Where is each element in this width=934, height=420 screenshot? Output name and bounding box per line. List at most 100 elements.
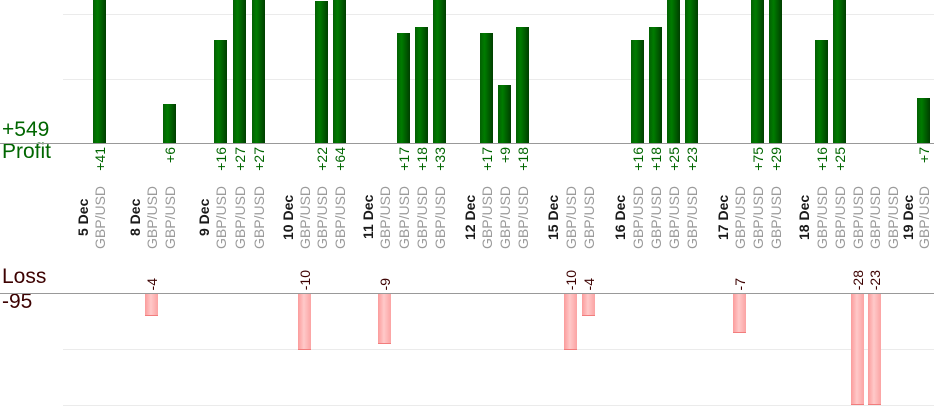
date-label: 9 Dec [196, 198, 212, 236]
pair-label: GBP/USD [251, 185, 267, 249]
profit-value-label: +25 [832, 147, 848, 171]
profit-bar [415, 27, 428, 143]
profit-value-label: +25 [666, 147, 682, 171]
pair-label: GBP/USD [832, 185, 848, 249]
profit-bar [917, 98, 930, 143]
pair-label: GBP/USD [162, 185, 178, 249]
profit-bar [333, 0, 346, 143]
profit-bar [769, 0, 782, 143]
profit-bar [433, 0, 446, 143]
loss-gridline [63, 349, 934, 350]
loss-value-label: -23 [867, 269, 883, 290]
pair-label: GBP/USD [396, 185, 412, 249]
profit-gridline [63, 14, 934, 15]
pair-label: GBP/USD [144, 185, 160, 249]
pair-label: GBP/USD [414, 185, 430, 249]
profit-total: +549 [2, 118, 50, 141]
pair-label: GBP/USD [768, 185, 784, 249]
profit-axis-label: Profit [2, 140, 52, 163]
pair-label: GBP/USD [479, 185, 495, 249]
loss-bar [298, 294, 311, 350]
profit-value-label: +16 [213, 147, 229, 171]
profit-value-label: +17 [479, 147, 495, 171]
profit-gridline [63, 79, 934, 80]
profit-bar [315, 1, 328, 143]
profit-bar [498, 85, 511, 143]
profit-bar [751, 0, 764, 143]
date-label: 19 Dec [900, 194, 916, 240]
profit-value-label: +64 [332, 147, 348, 171]
date-label: 17 Dec [715, 194, 731, 240]
pair-label: GBP/USD [630, 185, 646, 249]
loss-bar [582, 294, 595, 316]
profit-bar [815, 40, 828, 143]
pair-label: GBP/USD [732, 185, 748, 249]
date-label: 16 Dec [612, 194, 628, 240]
pair-label: GBP/USD [213, 185, 229, 249]
loss-value-label: -7 [732, 277, 748, 290]
pair-label: GBP/USD [377, 185, 393, 249]
pair-label: GBP/USD [814, 185, 830, 249]
date-label: 12 Dec [462, 194, 478, 240]
profit-value-label: +16 [814, 147, 830, 171]
loss-bar [564, 294, 577, 350]
loss-axis-line [0, 293, 934, 294]
profit-value-label: +18 [515, 147, 531, 171]
profit-value-label: +27 [232, 147, 248, 171]
pair-label: GBP/USD [297, 185, 313, 249]
loss-value-label: -10 [297, 269, 313, 290]
date-label: 8 Dec [127, 198, 143, 236]
profit-value-label: +75 [750, 147, 766, 171]
pair-label: GBP/USD [666, 185, 682, 249]
pair-label: GBP/USD [497, 185, 513, 249]
loss-value-label: -9 [377, 277, 393, 290]
loss-bar [868, 294, 881, 405]
pair-label: GBP/USD [850, 185, 866, 249]
loss-value-label: -10 [563, 269, 579, 290]
profit-value-label: +18 [648, 147, 664, 171]
loss-axis-label: Loss [2, 265, 47, 288]
pair-label: GBP/USD [885, 185, 901, 249]
profit-bar [667, 0, 680, 143]
loss-value-label: -4 [144, 277, 160, 290]
pair-label: GBP/USD [648, 185, 664, 249]
pair-label: GBP/USD [232, 185, 248, 249]
loss-bar [145, 294, 158, 316]
profit-value-label: +29 [768, 147, 784, 171]
pair-label: GBP/USD [563, 185, 579, 249]
profit-value-label: +27 [251, 147, 267, 171]
pair-label: GBP/USD [867, 185, 883, 249]
loss-value-label: -4 [581, 277, 597, 290]
profit-value-label: +22 [314, 147, 330, 171]
pair-label: GBP/USD [432, 185, 448, 249]
profit-bar [631, 40, 644, 143]
profit-bar [649, 27, 662, 143]
pair-label: GBP/USD [684, 185, 700, 249]
profit-value-label: +18 [414, 147, 430, 171]
profit-bar [214, 40, 227, 143]
loss-gridline [63, 405, 934, 406]
pair-label: GBP/USD [515, 185, 531, 249]
date-label: 11 Dec [360, 194, 376, 240]
date-label: 15 Dec [545, 194, 561, 240]
loss-value-label: -28 [850, 269, 866, 290]
profit-bar [93, 0, 106, 143]
profit-value-label: +17 [396, 147, 412, 171]
pair-label: GBP/USD [581, 185, 597, 249]
profit-bar [480, 33, 493, 143]
loss-bar [378, 294, 391, 344]
profit-bar [685, 0, 698, 143]
profit-bar [163, 104, 176, 143]
date-label: 18 Dec [796, 194, 812, 240]
profit-value-label: +33 [432, 147, 448, 171]
loss-bar [733, 294, 746, 333]
profit-bar [516, 27, 529, 143]
profit-axis-line [0, 143, 934, 144]
profit-value-label: +9 [497, 147, 513, 163]
pair-label: GBP/USD [92, 185, 108, 249]
profit-value-label: +16 [630, 147, 646, 171]
loss-total: -95 [2, 290, 33, 313]
pair-label: GBP/USD [314, 185, 330, 249]
pair-label: GBP/USD [916, 185, 932, 249]
